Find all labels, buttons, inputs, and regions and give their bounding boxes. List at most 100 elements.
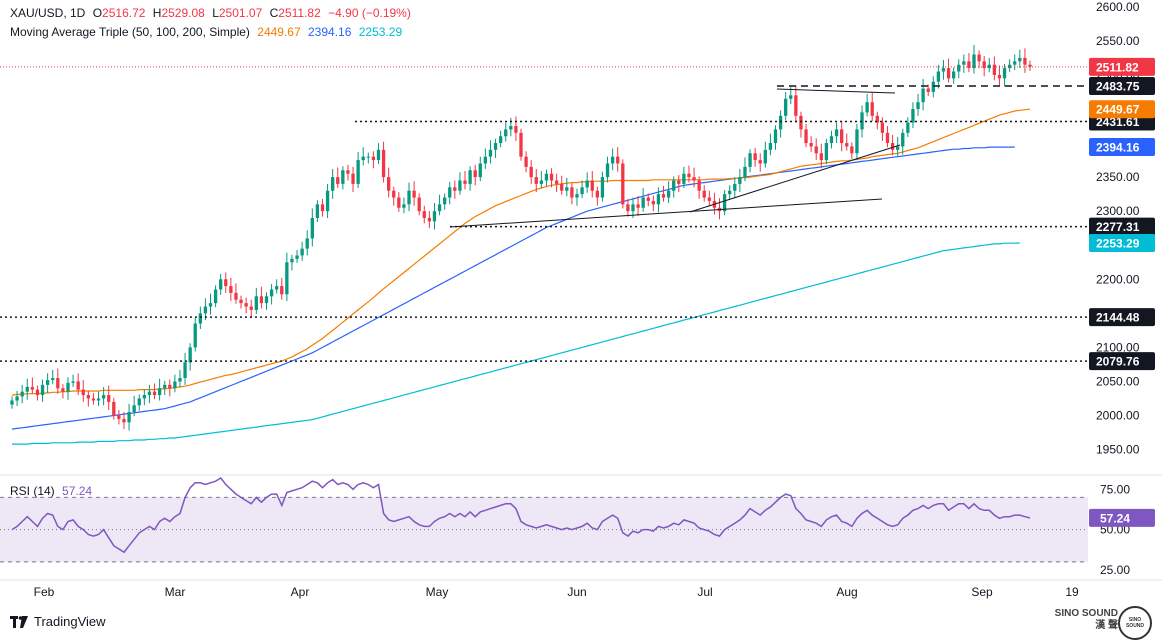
candle-body <box>977 54 981 62</box>
x-tick-label: Mar <box>165 585 186 599</box>
candle-body <box>483 156 488 164</box>
candle-body <box>544 173 549 181</box>
horizontal-levels <box>0 66 1088 362</box>
ma200-tag-bg <box>1089 233 1155 252</box>
candle-body <box>40 384 45 396</box>
candle-body <box>753 153 757 161</box>
candle-body <box>229 286 233 293</box>
trendline-wedge-lower <box>689 144 901 213</box>
candle-body <box>916 102 920 109</box>
y-tick-label: 2350.00 <box>1096 170 1140 184</box>
candle-body <box>45 380 50 385</box>
candle-body <box>224 279 228 287</box>
candle-body <box>203 306 208 314</box>
trendline-support <box>449 198 883 228</box>
y-tick-label: 1950.00 <box>1096 443 1140 457</box>
rsi-tag: 57.24 <box>1100 511 1130 525</box>
candle-body <box>911 108 915 123</box>
candle-body <box>213 289 218 304</box>
candle-body <box>600 177 605 198</box>
candle-body <box>992 64 997 75</box>
candle-body <box>107 395 111 402</box>
candle-body <box>493 143 498 150</box>
candle-body <box>412 190 416 198</box>
candle-body <box>173 381 177 389</box>
candle-body <box>921 88 925 103</box>
candle-body <box>641 197 645 208</box>
candle-body <box>76 381 80 390</box>
close-label: C <box>269 6 279 20</box>
candle-body <box>244 303 248 307</box>
ma50-value: 2449.67 <box>257 25 301 39</box>
candle-body <box>71 381 75 383</box>
candle-body <box>453 187 457 191</box>
candle-body <box>702 190 706 198</box>
candle-body <box>631 204 635 212</box>
candle-body <box>127 412 131 423</box>
candle-body <box>967 61 971 69</box>
candle-body <box>254 296 258 310</box>
candle-body <box>387 177 391 191</box>
time-axis[interactable]: Feb Mar Apr May Jun Jul Aug Sep 19 <box>0 579 1162 599</box>
ma-title[interactable]: Moving Average Triple (50, 100, 200, Sim… <box>10 25 250 39</box>
level-tag-bg <box>1089 76 1155 95</box>
candle-body <box>1013 61 1017 65</box>
candle-body <box>208 303 213 307</box>
candle-body <box>96 398 101 401</box>
candle-body <box>86 395 91 399</box>
candle-body <box>997 74 1002 79</box>
candle-body <box>305 238 309 249</box>
candle-body <box>575 194 579 198</box>
candle-body <box>692 177 696 181</box>
x-tick-label: Feb <box>34 585 55 599</box>
candle-body <box>1007 64 1012 69</box>
ma100-value: 2394.16 <box>308 25 352 39</box>
candle-body <box>834 129 839 137</box>
candle-body <box>860 112 864 130</box>
candle-body <box>901 132 905 147</box>
rsi-title[interactable]: RSI (14) <box>10 484 55 498</box>
candle-body <box>422 211 426 218</box>
candle-body <box>890 143 895 150</box>
tradingview-logo-icon <box>10 615 28 628</box>
candle-body <box>870 102 874 116</box>
candle-body <box>407 190 411 205</box>
candle-body <box>249 306 253 310</box>
candle-body <box>25 386 29 392</box>
x-tick-label: Apr <box>291 585 310 599</box>
candle-body <box>951 71 956 79</box>
symbol-legend: XAU/USD, 1D O2516.72 H2529.08 L2501.07 C… <box>10 6 415 20</box>
candle-body <box>168 384 172 389</box>
candle-body <box>132 405 136 413</box>
x-tick-label: Sep <box>971 585 993 599</box>
tradingview-branding[interactable]: TradingView <box>10 614 106 629</box>
candle-body <box>336 177 340 184</box>
y-tick-label: 2100.00 <box>1096 340 1140 354</box>
symbol-title[interactable]: XAU/USD, 1D <box>10 6 86 20</box>
candle-body <box>880 122 885 133</box>
candle-body <box>824 143 829 161</box>
ma100-tag: 2394.16 <box>1096 141 1140 155</box>
level-tag-bg <box>1089 308 1155 327</box>
candle-body <box>51 378 55 381</box>
candle-body <box>1023 57 1027 65</box>
candle-body <box>392 190 396 198</box>
candle-body <box>458 180 462 191</box>
candle-body <box>763 149 767 164</box>
candle-body <box>198 313 202 324</box>
ma200-tag: 2253.29 <box>1096 236 1140 250</box>
candle-body <box>682 173 686 184</box>
candle-body <box>361 156 365 161</box>
x-tick-label: Jun <box>567 585 586 599</box>
candle-body <box>845 143 849 147</box>
candle-body <box>504 129 508 137</box>
x-tick-label: 19 <box>1065 585 1079 599</box>
candle-body <box>325 190 330 212</box>
candle-body <box>417 197 421 212</box>
candle-body <box>941 68 946 72</box>
trendlines <box>449 88 901 228</box>
watermark-text: SINO SOUND 漢 聲 <box>1055 608 1118 632</box>
ma200-line <box>12 242 1020 445</box>
